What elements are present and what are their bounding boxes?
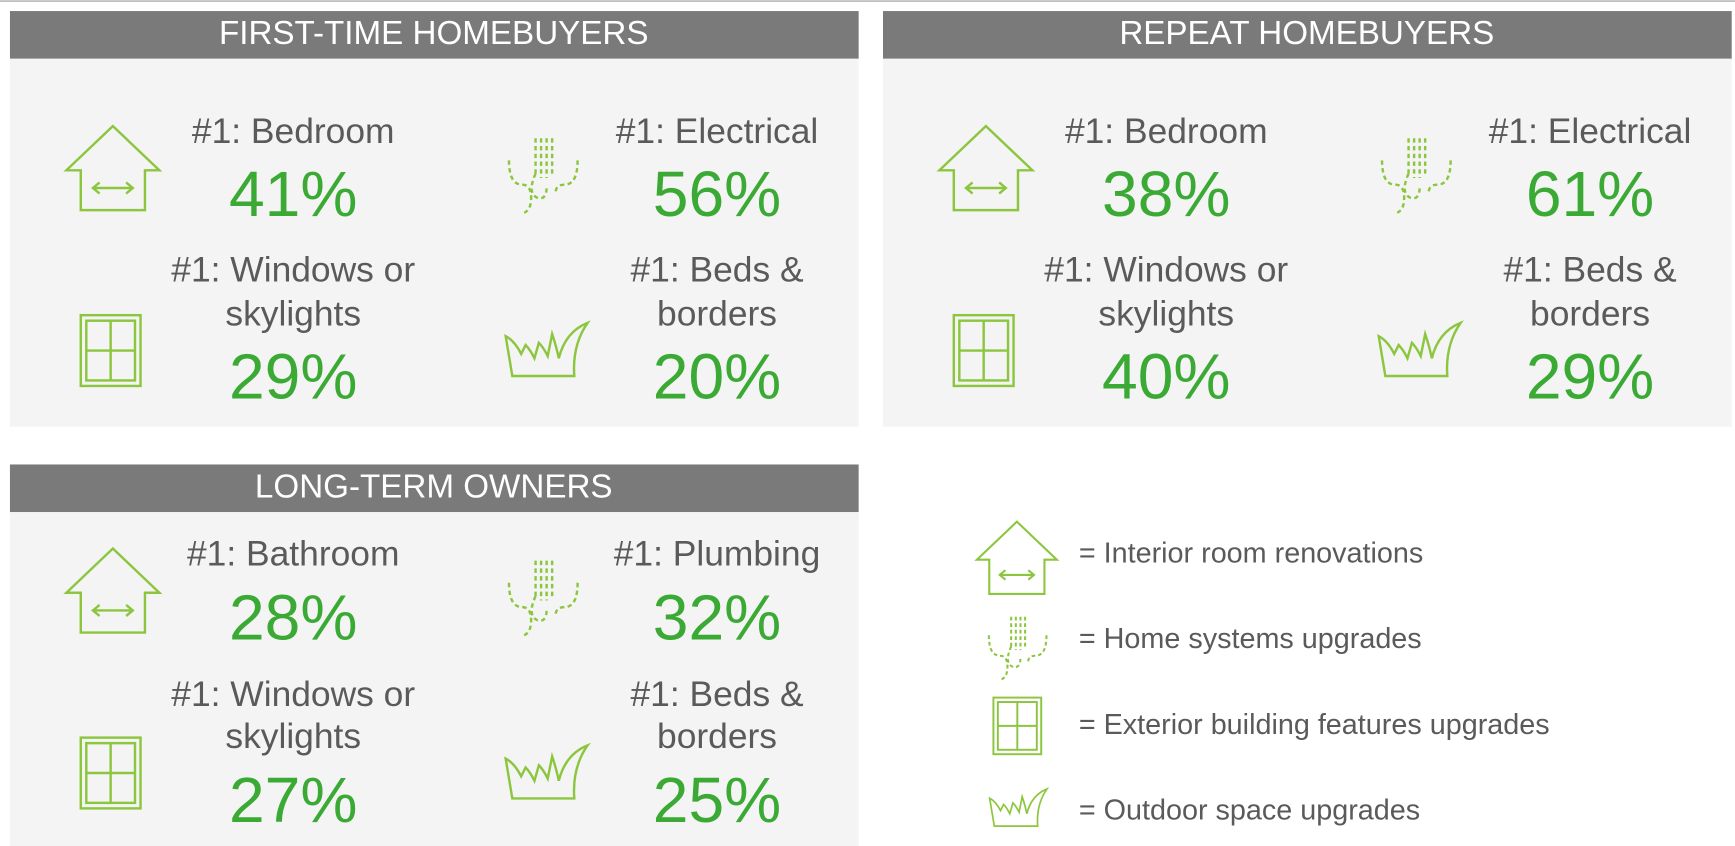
item-label: skylights (225, 717, 361, 756)
item-label: #1: Beds & (630, 675, 804, 714)
item-label: #1: Plumbing (614, 535, 821, 574)
panel (882, 11, 1732, 427)
item-label: #1: Electrical (616, 112, 819, 151)
item-label: borders (657, 295, 777, 334)
item-label: skylights (225, 295, 361, 334)
legend-label: = Home systems upgrades (1079, 623, 1422, 655)
item-percent: 40% (1102, 340, 1230, 412)
item-percent: 29% (1526, 340, 1654, 412)
panel-title: LONG-TERM OWNERS (255, 469, 613, 506)
panel (9, 11, 859, 427)
item-label: borders (657, 717, 777, 756)
panel-title: FIRST-TIME HOMEBUYERS (219, 15, 649, 52)
item-percent: 61% (1526, 158, 1654, 230)
legend-window-icon (992, 696, 1043, 756)
item-label: #1: Bathroom (187, 535, 399, 574)
legend-systems-icon (987, 615, 1048, 681)
panel-header (9, 11, 859, 59)
legend-house-icon (975, 520, 1058, 595)
item-percent: 25% (653, 764, 781, 836)
item-label: #1: Windows or (171, 675, 415, 714)
item-percent: 28% (229, 582, 357, 654)
legend-label: = Interior room renovations (1079, 538, 1423, 570)
item-label: #1: Bedroom (192, 112, 395, 151)
legend-label: = Exterior building features upgrades (1079, 709, 1550, 741)
item-label: #1: Bedroom (1065, 112, 1268, 151)
legend-label: = Outdoor space upgrades (1079, 794, 1420, 826)
item-label: #1: Beds & (630, 250, 804, 289)
panel-header (882, 11, 1732, 59)
item-percent: 56% (653, 158, 781, 230)
panel-header (9, 464, 859, 513)
panel (9, 464, 859, 846)
item-label: borders (1530, 295, 1650, 334)
item-percent: 38% (1102, 158, 1230, 230)
item-label: #1: Electrical (1489, 112, 1692, 151)
item-percent: 20% (653, 340, 781, 412)
item-label: skylights (1098, 295, 1234, 334)
panel-title: REPEAT HOMEBUYERS (1119, 15, 1494, 52)
item-percent: 29% (229, 340, 357, 412)
legend-grass-icon (988, 788, 1048, 827)
item-percent: 27% (229, 764, 357, 836)
item-label: #1: Windows or (171, 250, 415, 289)
item-label: #1: Windows or (1044, 250, 1288, 289)
item-percent: 32% (653, 582, 781, 654)
item-label: #1: Beds & (1503, 250, 1677, 289)
item-percent: 41% (229, 158, 357, 230)
